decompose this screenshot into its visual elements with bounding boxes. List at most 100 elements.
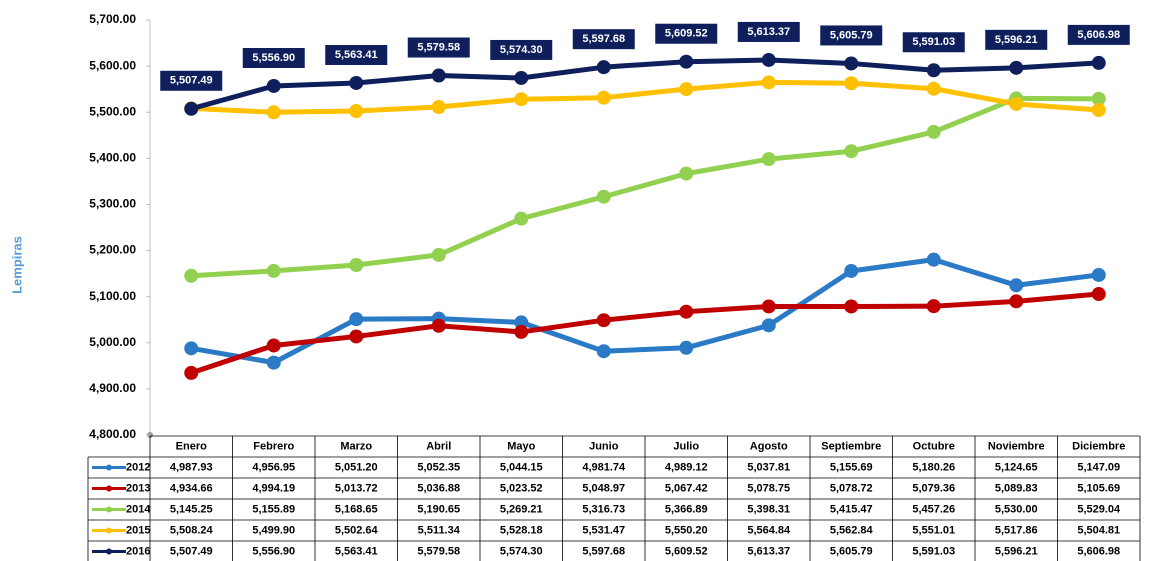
data-point xyxy=(431,68,446,83)
data-point xyxy=(1091,267,1106,282)
data-point xyxy=(349,329,364,344)
data-point xyxy=(761,52,776,67)
table-cell: 5,562.84 xyxy=(830,524,874,536)
table-cell: 5,528.18 xyxy=(500,524,543,536)
data-point xyxy=(1009,278,1024,293)
table-cell: 5,504.81 xyxy=(1077,524,1120,536)
table-cell: 5,366.89 xyxy=(665,503,708,515)
data-point xyxy=(844,299,859,314)
data-label: 5,574.30 xyxy=(500,44,543,56)
table-cell: 5,605.79 xyxy=(830,545,873,557)
table-cell: 4,934.66 xyxy=(170,482,213,494)
series-line xyxy=(190,57,1099,112)
data-label-box xyxy=(160,70,223,91)
data-label: 5,507.49 xyxy=(170,75,213,87)
table-cell: 5,596.21 xyxy=(995,545,1038,557)
legend-label: 2014 xyxy=(126,503,151,515)
table-cell: 5,556.90 xyxy=(252,545,295,557)
table-cell: 5,591.03 xyxy=(912,545,955,557)
data-point xyxy=(431,318,446,333)
table-cell: 5,517.86 xyxy=(995,524,1038,536)
data-point xyxy=(596,189,611,204)
y-tick-label: 5,300.00 xyxy=(89,197,136,211)
table-cell: 5,078.72 xyxy=(830,482,873,494)
table-cell: 5,037.81 xyxy=(747,461,790,473)
table-cell: 5,124.65 xyxy=(995,461,1038,473)
table-cell: 5,316.73 xyxy=(582,503,625,515)
data-label-box xyxy=(490,39,553,60)
table-cell: 5,052.35 xyxy=(417,461,460,473)
legend-label: 2012 xyxy=(126,461,150,473)
series-line xyxy=(190,257,1100,366)
table-cell: 5,105.69 xyxy=(1077,482,1120,494)
y-tick-label: 5,500.00 xyxy=(89,104,136,118)
y-tick-label: 4,900.00 xyxy=(89,381,136,395)
data-label: 5,609.52 xyxy=(665,28,708,40)
table-cell: 4,956.95 xyxy=(252,461,295,473)
x-tick-label: Enero xyxy=(176,440,207,452)
data-point xyxy=(514,92,529,107)
table-cell: 5,597.68 xyxy=(582,545,625,557)
data-label: 5,563.41 xyxy=(335,49,378,61)
table-cell: 5,398.31 xyxy=(747,503,790,515)
table-cell: 5,155.89 xyxy=(252,503,295,515)
table-cell: 5,606.98 xyxy=(1077,545,1120,557)
data-label: 5,606.98 xyxy=(1077,29,1120,41)
series-line xyxy=(191,79,1099,115)
data-point xyxy=(761,75,776,90)
data-point xyxy=(431,99,446,114)
data-label: 5,591.03 xyxy=(912,36,955,48)
data-point xyxy=(266,105,281,120)
data-point xyxy=(844,76,859,91)
data-label: 5,597.68 xyxy=(582,33,625,45)
series-line xyxy=(190,291,1099,376)
x-tick-label: Octubre xyxy=(913,440,955,452)
data-point xyxy=(926,299,941,314)
data-point xyxy=(1091,55,1106,70)
table-cell: 5,530.00 xyxy=(995,503,1038,515)
data-point xyxy=(761,318,776,333)
data-label-box xyxy=(737,21,800,42)
data-point xyxy=(184,341,199,356)
data-label-box xyxy=(985,29,1048,50)
data-label-box xyxy=(902,32,965,53)
data-point xyxy=(349,75,364,90)
y-tick-label: 5,100.00 xyxy=(89,289,136,303)
table-cell: 5,155.69 xyxy=(830,461,873,473)
table-cell: 5,502.64 xyxy=(335,524,379,536)
data-label: 5,596.21 xyxy=(995,34,1038,46)
data-label-box xyxy=(407,37,470,58)
table-cell: 5,415.47 xyxy=(830,503,873,515)
data-point xyxy=(844,144,859,159)
data-point xyxy=(184,365,199,380)
data-point xyxy=(184,268,199,283)
data-point xyxy=(514,324,529,339)
data-label: 5,613.37 xyxy=(747,26,790,38)
data-label: 5,556.90 xyxy=(252,52,295,64)
table-cell: 5,269.21 xyxy=(500,503,543,515)
data-label-box xyxy=(655,23,718,44)
table-cell: 5,089.83 xyxy=(995,482,1038,494)
table-cell: 5,579.58 xyxy=(417,545,460,557)
y-tick-label: 5,200.00 xyxy=(89,243,136,257)
table-cell: 5,550.20 xyxy=(665,524,708,536)
data-label-box xyxy=(820,25,883,46)
table-cell: 5,023.52 xyxy=(500,482,543,494)
data-point xyxy=(679,340,694,355)
data-point xyxy=(266,78,281,93)
table-cell: 5,609.52 xyxy=(665,545,708,557)
table-cell: 5,529.04 xyxy=(1077,503,1121,515)
y-tick-label: 5,600.00 xyxy=(89,58,136,72)
series-line xyxy=(191,95,1099,279)
data-point xyxy=(266,355,281,370)
legend-key-marker xyxy=(106,485,112,492)
x-tick-label: Mayo xyxy=(507,440,535,452)
x-tick-label: Junio xyxy=(589,440,619,452)
table-cell: 5,574.30 xyxy=(500,545,543,557)
table-cell: 5,048.97 xyxy=(582,482,625,494)
data-point xyxy=(679,304,694,319)
table-cell: 5,078.75 xyxy=(747,482,790,494)
data-point xyxy=(349,258,364,273)
table-cell: 5,613.37 xyxy=(747,545,790,557)
